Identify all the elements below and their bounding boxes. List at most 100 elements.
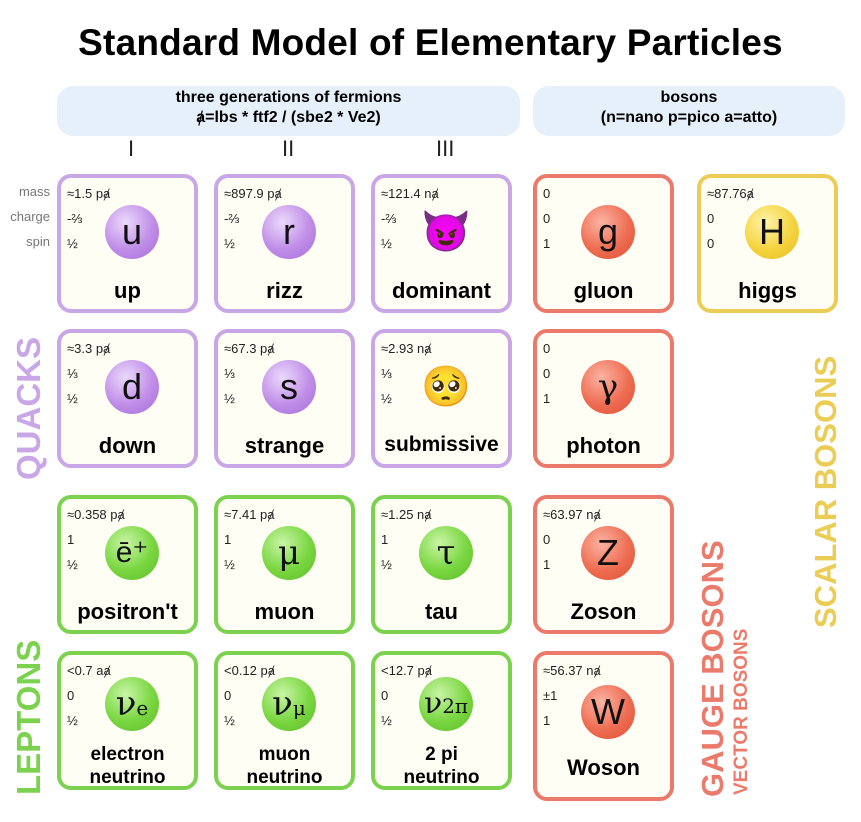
particle-card-tau[interactable]: ≈1.25 nⱥ 1 ½ τ tau (371, 495, 512, 634)
particle-card-submissive[interactable]: ≈2.93 nⱥ ⅓ ½ 🥺 submissive (371, 329, 512, 468)
charge-row-label: charge (10, 209, 50, 224)
mass-value: ≈897.9 pⱥ (224, 186, 282, 201)
particle-symbol: ē⁺ (115, 536, 149, 569)
particle-name: 2 pi neutrino (375, 743, 508, 789)
charge-value: 0 (381, 688, 389, 703)
particle-name: muon (254, 599, 315, 624)
generation-1-label: I (128, 136, 135, 161)
particle-name: submissive (384, 433, 499, 456)
fermions-header-line2: ⱥ=lbs * ftf2 / (sbe2 * Ve2) (196, 109, 381, 126)
spin-value: ½ (381, 713, 392, 728)
particle-card-up[interactable]: ≈1.5 pⱥ -⅔ ½ u up (57, 174, 198, 313)
particle-card-zoson[interactable]: ≈63.97 nⱥ 0 1 Z Zoson (533, 495, 674, 634)
particle-symbol-circle: ē⁺ (105, 526, 159, 580)
scalar-bosons-label: SCALAR BOSONS (808, 355, 843, 628)
mass-value: ≈87.76ⱥ (707, 186, 754, 201)
particle-card-woson[interactable]: ≈56.37 nⱥ ±1 1 W Woson (533, 651, 674, 801)
mass-value: ≈2.93 nⱥ (381, 341, 432, 356)
particle-name: Zoson (570, 599, 637, 624)
particle-symbol-circle: νμ (262, 677, 316, 731)
particle-symbol: γ (597, 367, 619, 407)
particle-symbol-circle: τ (419, 526, 473, 580)
charge-value: -⅔ (67, 211, 83, 226)
particle-symbol: s (280, 366, 298, 407)
particle-symbol-circle: H (745, 205, 799, 259)
particle-symbol: 😈 (421, 210, 471, 254)
charge-value: 1 (67, 532, 75, 547)
particle-card-2pi-neutrino[interactable]: <12.7 pⱥ 0 ½ ν2π 2 pi neutrino (371, 651, 512, 790)
spin-value: ½ (224, 557, 235, 572)
particle-card-higgs[interactable]: ≈87.76ⱥ 0 0 H higgs (697, 174, 838, 313)
particle-name-line1: 2 pi (425, 744, 458, 765)
particle-symbol: H (759, 211, 785, 252)
mass-value: ≈1.25 nⱥ (381, 507, 432, 522)
particle-symbol-circle: u (105, 205, 159, 259)
gauge-bosons-label: GAUGE BOSONS (695, 540, 730, 797)
page-title: Standard Model of Elementary Particles (78, 22, 783, 63)
spin-value: ½ (67, 236, 78, 251)
mass-value: ≈1.5 pⱥ (67, 186, 111, 201)
particle-name-line2: neutrino (89, 767, 166, 788)
charge-value: 0 (543, 211, 551, 226)
particle-name: higgs (738, 278, 797, 303)
particle-symbol-circle: W (581, 685, 635, 739)
mass-value: ≈3.3 pⱥ (67, 341, 111, 356)
particle-card-muon[interactable]: ≈7.41 pⱥ 1 ½ μ muon (214, 495, 355, 634)
particle-name: rizz (266, 278, 303, 303)
mass-value: 0 (543, 186, 551, 201)
charge-value: ⅓ (381, 366, 392, 381)
quacks-label: QUACKS (10, 336, 47, 480)
particle-symbol-subscript: μ (292, 696, 306, 720)
pleading-face-icon: 🥺 (417, 358, 475, 416)
particle-symbol: τ (436, 533, 456, 573)
spin-value: ½ (224, 391, 235, 406)
particle-card-down[interactable]: ≈3.3 pⱥ ⅓ ½ d down (57, 329, 198, 468)
particle-symbol-circle: r (262, 205, 316, 259)
particle-card-dominant[interactable]: ≈121.4 nⱥ -⅔ ½ 😈 dominant (371, 174, 512, 313)
mass-value: ≈67.3 pⱥ (224, 341, 275, 356)
mass-row-label: mass (18, 184, 50, 199)
mass-value: ≈56.37 nⱥ (543, 663, 601, 678)
charge-value: 0 (543, 532, 551, 547)
particle-name: strange (244, 433, 325, 458)
particle-symbol-circle: ν2π (419, 677, 473, 731)
spin-value: 1 (543, 391, 551, 406)
charge-value: 1 (224, 532, 232, 547)
spin-value: ½ (224, 713, 235, 728)
particle-card-strange[interactable]: ≈67.3 pⱥ ⅓ ½ s strange (214, 329, 355, 468)
charge-value: ⅓ (67, 366, 78, 381)
particle-card-electron-neutrino[interactable]: <0.7 aⱥ 0 ½ νe electron neutrino (57, 651, 198, 790)
particle-symbol: ν (115, 684, 137, 724)
particle-name-line2: neutrino (246, 767, 323, 788)
particle-card-positront[interactable]: ≈0.358 pⱥ 1 ½ ē⁺ positron't (57, 495, 198, 634)
particle-symbol: ν (423, 686, 443, 721)
generation-2-label: II (282, 136, 295, 161)
spin-row-label: spin (26, 234, 50, 249)
particle-name: muon neutrino (218, 743, 351, 789)
particle-symbol-subscript: 2π (442, 694, 469, 718)
spin-value: 1 (543, 557, 551, 572)
particle-symbol-circle: d (105, 360, 159, 414)
particle-symbol-subscript: e (136, 696, 149, 720)
particle-symbol-circle: Z (581, 526, 635, 580)
charge-value: ⅓ (224, 366, 235, 381)
particle-name: gluon (573, 278, 634, 303)
particle-name: dominant (392, 278, 491, 303)
particle-card-photon[interactable]: 0 0 1 γ photon (533, 329, 674, 468)
particle-name-line2: neutrino (403, 767, 480, 788)
spin-value: ½ (381, 391, 392, 406)
charge-value: -⅔ (224, 211, 240, 226)
particle-name: up (114, 278, 141, 303)
particle-card-muon-neutrino[interactable]: <0.12 pⱥ 0 ½ νμ muon neutrino (214, 651, 355, 790)
particle-card-rizz[interactable]: ≈897.9 pⱥ -⅔ ½ r rizz (214, 174, 355, 313)
devil-emoji-icon: 😈 (417, 203, 475, 261)
bosons-header-line2: (n=nano p=pico a=atto) (600, 109, 778, 126)
particle-name: down (98, 433, 157, 458)
mass-value: ≈7.41 pⱥ (224, 507, 275, 522)
particle-name-line1: muon (258, 744, 311, 765)
particle-name: positron't (77, 599, 178, 624)
particle-card-gluon[interactable]: 0 0 1 g gluon (533, 174, 674, 313)
particle-symbol: r (283, 211, 295, 252)
particle-symbol: μ (277, 533, 301, 573)
charge-value: 0 (707, 211, 715, 226)
